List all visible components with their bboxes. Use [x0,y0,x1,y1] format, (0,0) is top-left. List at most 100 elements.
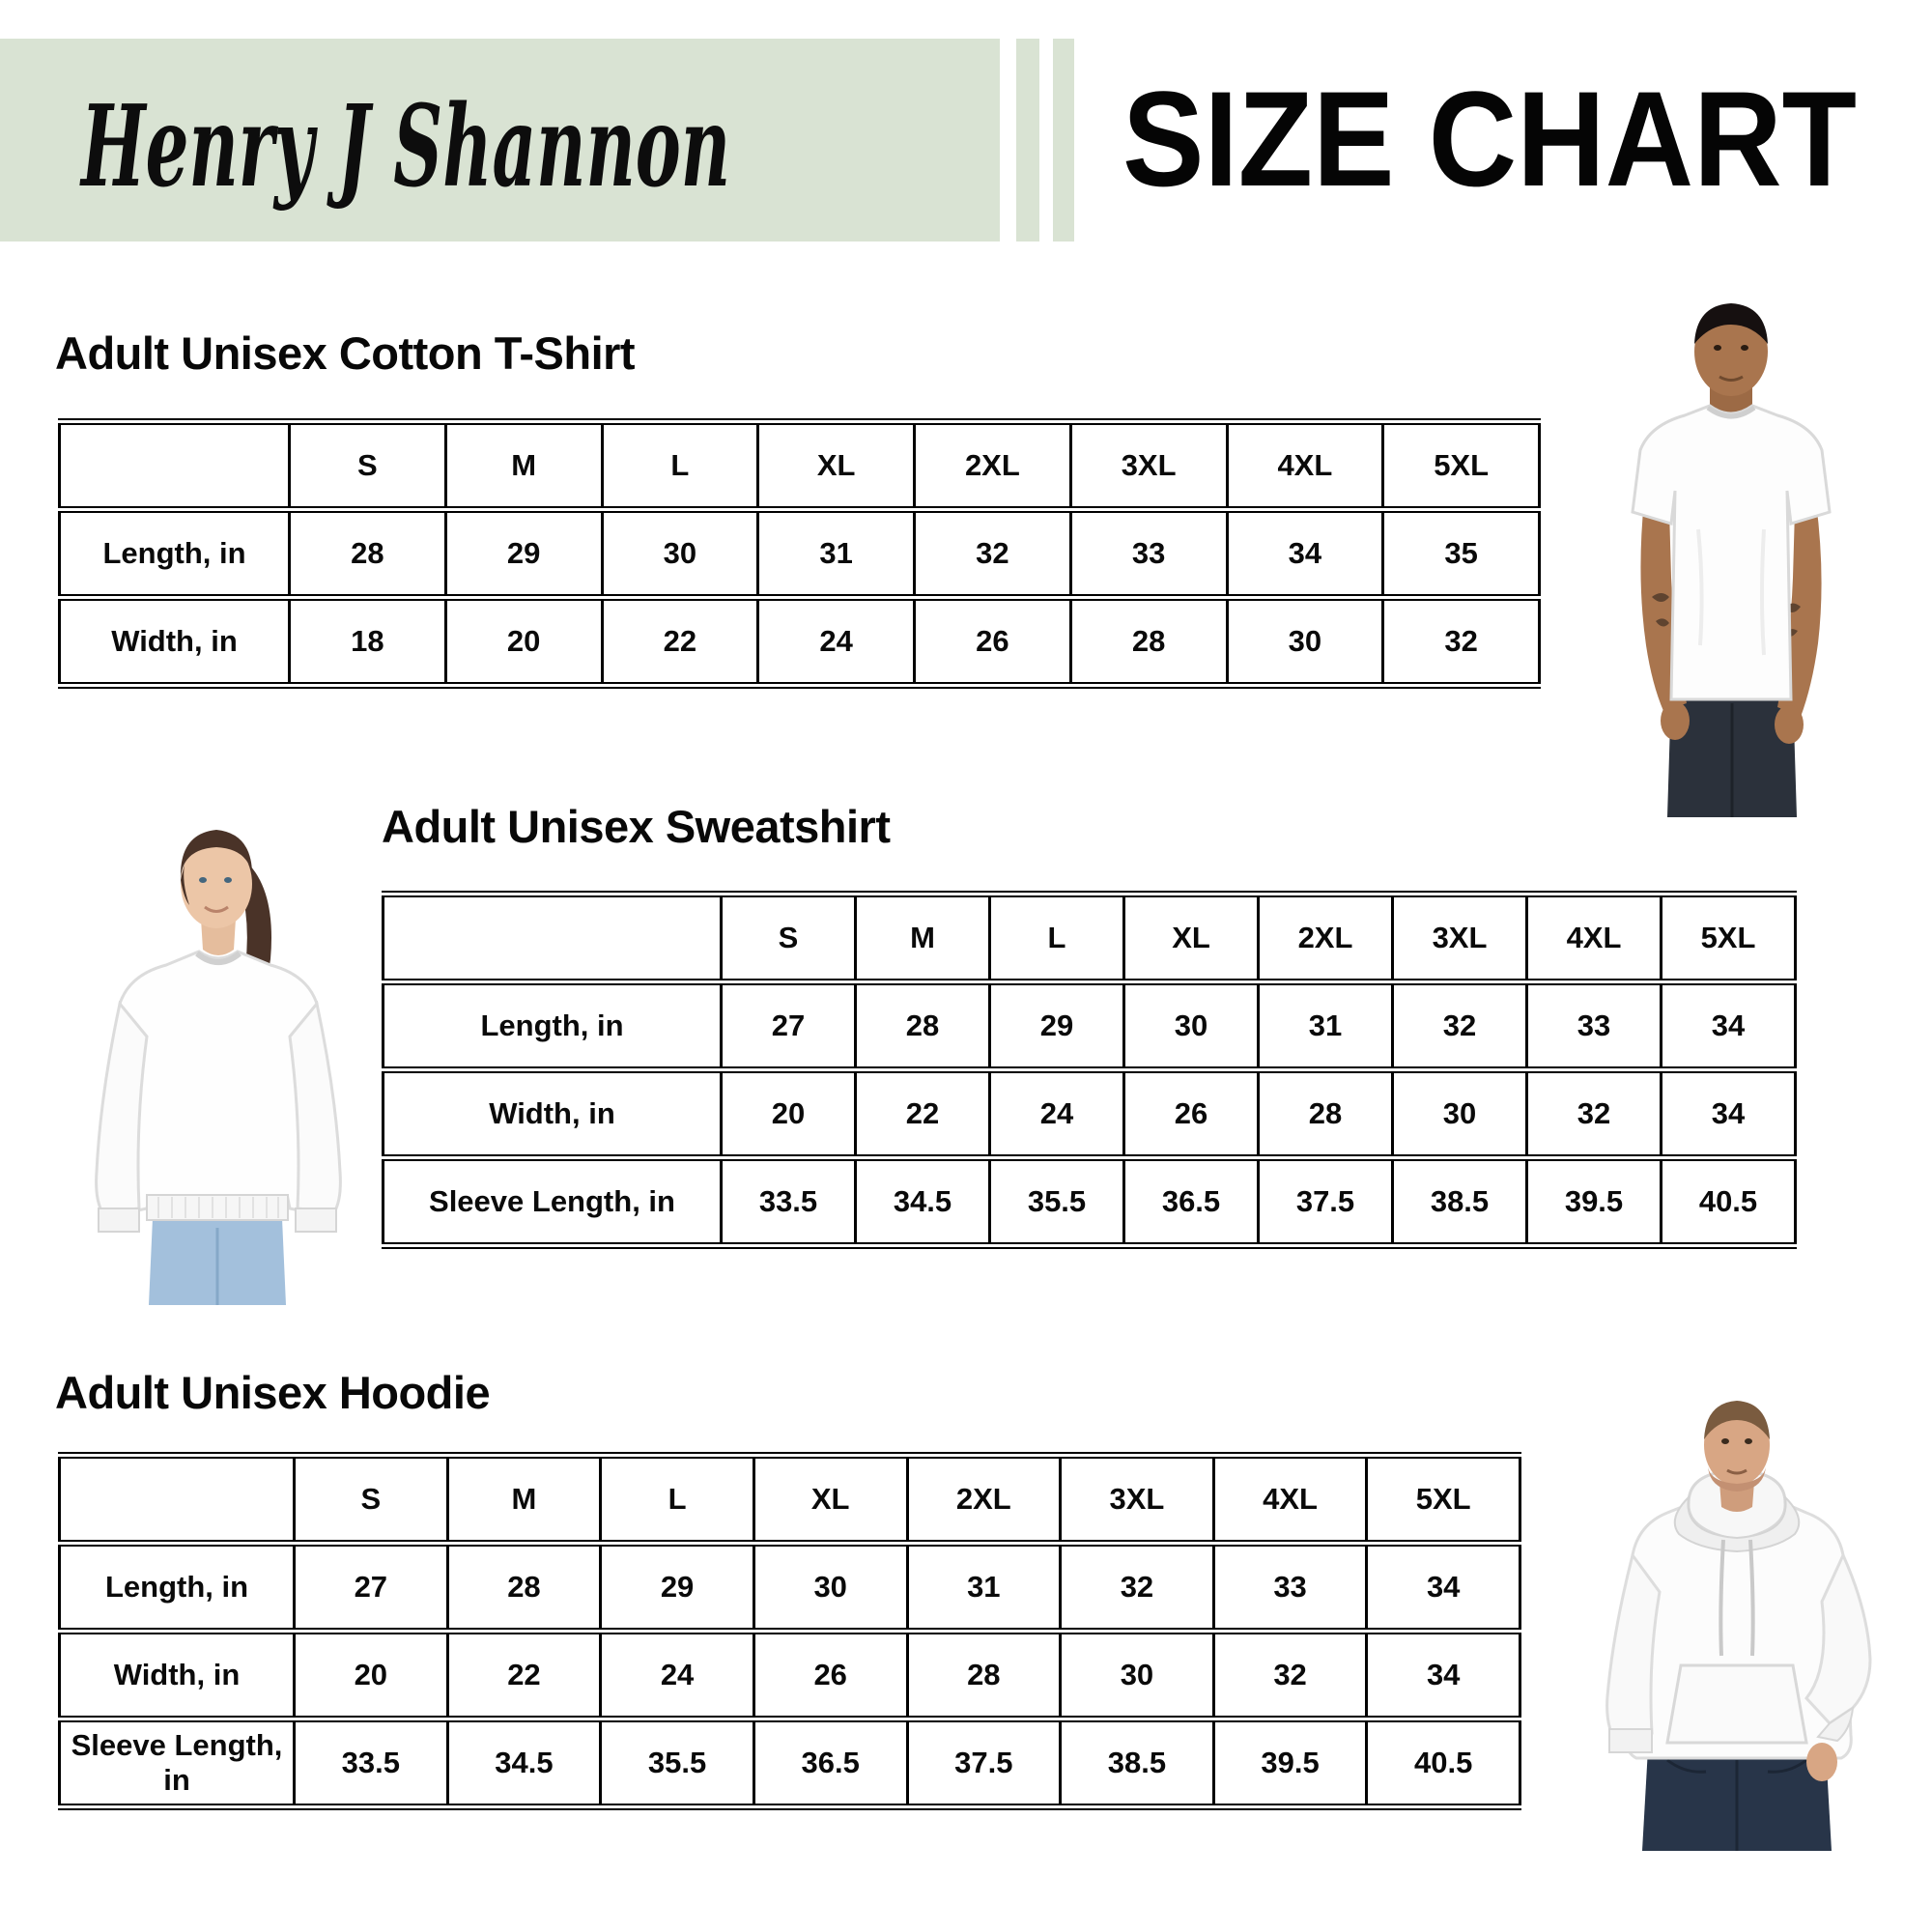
brand-band [0,39,1000,242]
size-value-cell: 22 [445,1628,603,1722]
size-value-cell: 27 [720,979,857,1073]
size-value-cell: 27 [293,1540,449,1634]
measurement-row-label: Width, in [58,1628,296,1722]
size-value-cell: 28 [854,979,991,1073]
size-value-cell: 30 [1391,1066,1528,1161]
size-value-cell: 29 [599,1540,755,1634]
size-value-cell: 33.5 [293,1716,449,1810]
section-title-tshirt: Adult Unisex Cotton T-Shirt [55,327,636,379]
size-column-header: S [293,1452,449,1547]
size-column-header: L [599,1452,755,1547]
size-value-cell: 20 [443,594,604,689]
size-value-cell: 35.5 [988,1154,1125,1249]
corner-cell [58,418,291,513]
size-value-cell: 34.5 [445,1716,603,1810]
band-stripe-2 [1053,39,1074,242]
size-value-cell: 31 [1257,979,1394,1073]
measurement-row-label: Length, in [382,979,723,1073]
size-column-header: 4XL [1525,891,1662,985]
size-column-header: 3XL [1391,891,1528,985]
size-value-cell: 38.5 [1059,1716,1215,1810]
size-value-cell: 34 [1660,1066,1797,1161]
size-column-header: S [288,418,447,513]
size-column-header: L [988,891,1125,985]
size-value-cell: 33.5 [720,1154,857,1249]
size-column-header: XL [1122,891,1260,985]
size-value-cell: 34 [1660,979,1797,1073]
size-value-cell: 18 [288,594,447,689]
size-value-cell: 26 [913,594,1072,689]
size-column-header: 3XL [1068,418,1229,513]
size-header-row: S M L XL 2XL 3XL 4XL 5XL [58,1452,1521,1547]
size-value-cell: 37.5 [1257,1154,1394,1249]
measurement-row-label: Length, in [58,506,291,601]
size-value-cell: 31 [756,506,916,601]
size-value-cell: 34 [1365,1628,1521,1722]
tshirt-model-photo [1631,303,1832,817]
sweatshirt-size-table: S M L XL 2XL 3XL 4XL 5XL Length, in 27 28 29 30 31 32 3… [382,891,1797,1249]
size-value-cell: 32 [1059,1540,1215,1634]
size-value-cell: 40.5 [1660,1154,1797,1249]
size-header-row: S M L XL 2XL 3XL 4XL 5XL [382,891,1797,985]
size-value-cell: 22 [854,1066,991,1161]
size-value-cell: 20 [293,1628,449,1722]
measurement-row: Length, in 27 28 29 30 31 32 33 34 [382,979,1797,1073]
measurement-row: Width, in 20 22 24 26 28 30 32 34 [382,1066,1797,1161]
measurement-row-label: Length, in [58,1540,296,1634]
size-column-header: 2XL [905,1452,1063,1547]
size-value-cell: 29 [443,506,604,601]
size-value-cell: 32 [1525,1066,1662,1161]
size-column-header: L [600,418,760,513]
size-value-cell: 30 [600,506,760,601]
size-value-cell: 28 [288,506,447,601]
section-title-hoodie: Adult Unisex Hoodie [55,1367,491,1418]
size-column-header: 5XL [1381,418,1541,513]
size-value-cell: 33 [1525,979,1662,1073]
tshirt-size-table: S M L XL 2XL 3XL 4XL 5XL Length, in 28 29 30 31 32 33 3… [58,418,1541,689]
page-title: SIZE CHART [1122,77,1857,208]
size-value-cell: 39.5 [1525,1154,1662,1249]
size-value-cell: 24 [599,1628,755,1722]
size-value-cell: 28 [445,1540,603,1634]
sweatshirt-model-photo [95,830,342,1305]
size-column-header: XL [756,418,916,513]
size-column-header: 5XL [1365,1452,1521,1547]
measurement-row-label: Sleeve Length, in [382,1154,723,1249]
size-column-header: 5XL [1660,891,1797,985]
size-column-header: M [854,891,991,985]
size-value-cell: 33 [1068,506,1229,601]
size-value-cell: 36.5 [752,1716,909,1810]
size-value-cell: 32 [1381,594,1541,689]
brand-logo: Henry J Shannon [79,81,730,213]
size-column-header: 2XL [1257,891,1394,985]
corner-cell [58,1452,296,1547]
size-value-cell: 26 [1122,1066,1260,1161]
size-value-cell: 28 [1257,1066,1394,1161]
size-column-header: M [443,418,604,513]
measurement-row: Width, in 18 20 22 24 26 28 30 32 [58,594,1541,689]
measurement-row: Length, in 28 29 30 31 32 33 34 35 [58,506,1541,601]
size-value-cell: 34 [1365,1540,1521,1634]
hoodie-model-photo [1605,1401,1872,1851]
size-value-cell: 30 [1059,1628,1215,1722]
size-header-row: S M L XL 2XL 3XL 4XL 5XL [58,418,1541,513]
size-value-cell: 33 [1211,1540,1369,1634]
size-value-cell: 29 [988,979,1125,1073]
size-value-cell: 39.5 [1211,1716,1369,1810]
measurement-row: Sleeve Length, in 33.5 34.5 35.5 36.5 37.5 38.… [58,1716,1521,1810]
size-value-cell: 36.5 [1122,1154,1260,1249]
size-value-cell: 28 [1068,594,1229,689]
size-value-cell: 35.5 [599,1716,755,1810]
brand-logo-text: Henry J Shannon [79,81,730,213]
size-value-cell: 24 [756,594,916,689]
size-value-cell: 30 [1225,594,1385,689]
section-title-sweatshirt: Adult Unisex Sweatshirt [382,801,891,852]
size-value-cell: 31 [905,1540,1063,1634]
measurement-row: Width, in 20 22 24 26 28 30 32 34 [58,1628,1521,1722]
size-value-cell: 34 [1225,506,1385,601]
size-value-cell: 26 [752,1628,909,1722]
size-value-cell: 32 [1211,1628,1369,1722]
corner-cell [382,891,723,985]
size-column-header: 4XL [1225,418,1385,513]
hoodie-size-table: S M L XL 2XL 3XL 4XL 5XL Length, in 27 28 29 30 31 32 3… [58,1452,1521,1810]
